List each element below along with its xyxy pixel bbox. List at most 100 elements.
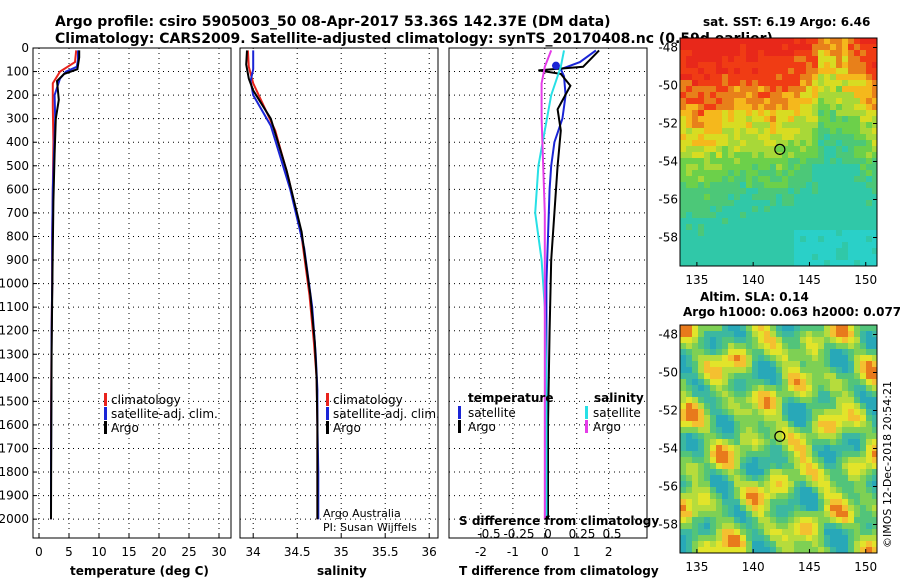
sst-cell	[776, 38, 783, 45]
sst-cell	[794, 62, 801, 69]
sst-cell	[830, 158, 837, 165]
sst-cell	[758, 80, 765, 87]
sst-cell	[704, 206, 711, 213]
sst-cell	[818, 86, 825, 93]
sla-cell	[830, 475, 837, 482]
sst-cell	[812, 50, 819, 57]
sst-cell	[818, 176, 825, 183]
sla-cell	[806, 337, 813, 344]
sst-cell	[818, 206, 825, 213]
legend-temperature-title: temperature	[468, 391, 553, 405]
legend-s-argo-swatch	[585, 420, 588, 433]
sla-cell	[782, 415, 789, 422]
sla-cell	[746, 481, 753, 488]
sst-cell	[824, 182, 831, 189]
sla-cell	[704, 343, 711, 350]
sst-cell	[818, 248, 825, 255]
sst-cell	[686, 116, 693, 123]
sla-cell	[836, 385, 843, 392]
sla-cell	[818, 475, 825, 482]
sla-cell	[848, 475, 855, 482]
sst-cell	[866, 110, 873, 117]
sst-cell	[722, 122, 729, 129]
sst-cell	[704, 98, 711, 105]
sst-cell	[758, 110, 765, 117]
sla-cell	[686, 481, 693, 488]
sst-cell	[746, 194, 753, 201]
sst-cell	[794, 38, 801, 45]
sst-cell	[860, 194, 867, 201]
sla-cell	[716, 337, 723, 344]
sla-cell	[686, 457, 693, 464]
sst-cell	[740, 212, 747, 219]
sla-cell	[716, 355, 723, 362]
temperature-grid	[33, 47, 231, 538]
sla-cell	[734, 487, 741, 494]
sst-cell	[854, 200, 861, 207]
sst-cell	[728, 38, 735, 45]
sla-cell	[764, 367, 771, 374]
sst-cell	[776, 212, 783, 219]
sst-cell	[842, 128, 849, 135]
sla-cell	[734, 475, 741, 482]
sst-cell	[860, 260, 867, 266]
sst-cell	[692, 38, 699, 45]
sla-cell	[860, 517, 867, 524]
figure-title-line2: Climatology: CARS2009. Satellite-adjuste…	[55, 31, 773, 47]
sst-cell	[692, 44, 699, 51]
sla-cell	[722, 415, 729, 422]
sst-cell	[836, 38, 843, 45]
sst-cell	[722, 68, 729, 75]
sla-cell	[746, 547, 753, 553]
legend-t-satellite-swatch	[458, 406, 461, 419]
sst-cell	[830, 140, 837, 147]
sla-cell	[836, 349, 843, 356]
sla-cell	[698, 391, 705, 398]
sst-cell	[764, 122, 771, 129]
sla-cell	[866, 511, 873, 518]
sla-cell	[758, 415, 765, 422]
sla-cell	[704, 469, 711, 476]
sla-cell	[680, 541, 687, 548]
sla-cell	[860, 349, 867, 356]
sla-cell	[824, 325, 831, 332]
sla-cell	[872, 451, 877, 458]
sst-cell	[746, 182, 753, 189]
sla-cell	[686, 505, 693, 512]
x-tick-label: 30	[211, 545, 226, 559]
sla-cell	[770, 397, 777, 404]
sla-cell	[728, 403, 735, 410]
sla-cell	[770, 427, 777, 434]
sla-cell	[836, 481, 843, 488]
sst-cell	[806, 236, 813, 243]
sst-cell	[686, 260, 693, 266]
sst-cell	[734, 236, 741, 243]
sst-cell	[722, 146, 729, 153]
sla-cell	[806, 391, 813, 398]
sst-cell	[860, 62, 867, 69]
sla-cell	[788, 439, 795, 446]
sst-cell	[866, 206, 873, 213]
sla-cell	[764, 355, 771, 362]
sla-cell	[866, 379, 873, 386]
sla-cell	[776, 373, 783, 380]
sst-cell	[830, 224, 837, 231]
lon-tick-label: 150	[854, 560, 877, 574]
sst-cell	[722, 44, 729, 51]
sla-cell	[830, 409, 837, 416]
sst-cell	[740, 116, 747, 123]
sst-cell	[758, 152, 765, 159]
sla-cell	[686, 331, 693, 338]
sla-cell	[794, 517, 801, 524]
salinity-grid	[240, 47, 438, 538]
sst-cell	[860, 86, 867, 93]
sla-cell	[872, 499, 877, 506]
sla-cell	[794, 493, 801, 500]
sst-cell	[686, 110, 693, 117]
sla-cell	[776, 535, 783, 542]
sst-cell	[800, 236, 807, 243]
sst-cell	[788, 110, 795, 117]
sst-cell	[812, 212, 819, 219]
sla-cell	[698, 409, 705, 416]
sla-cell	[848, 547, 855, 553]
